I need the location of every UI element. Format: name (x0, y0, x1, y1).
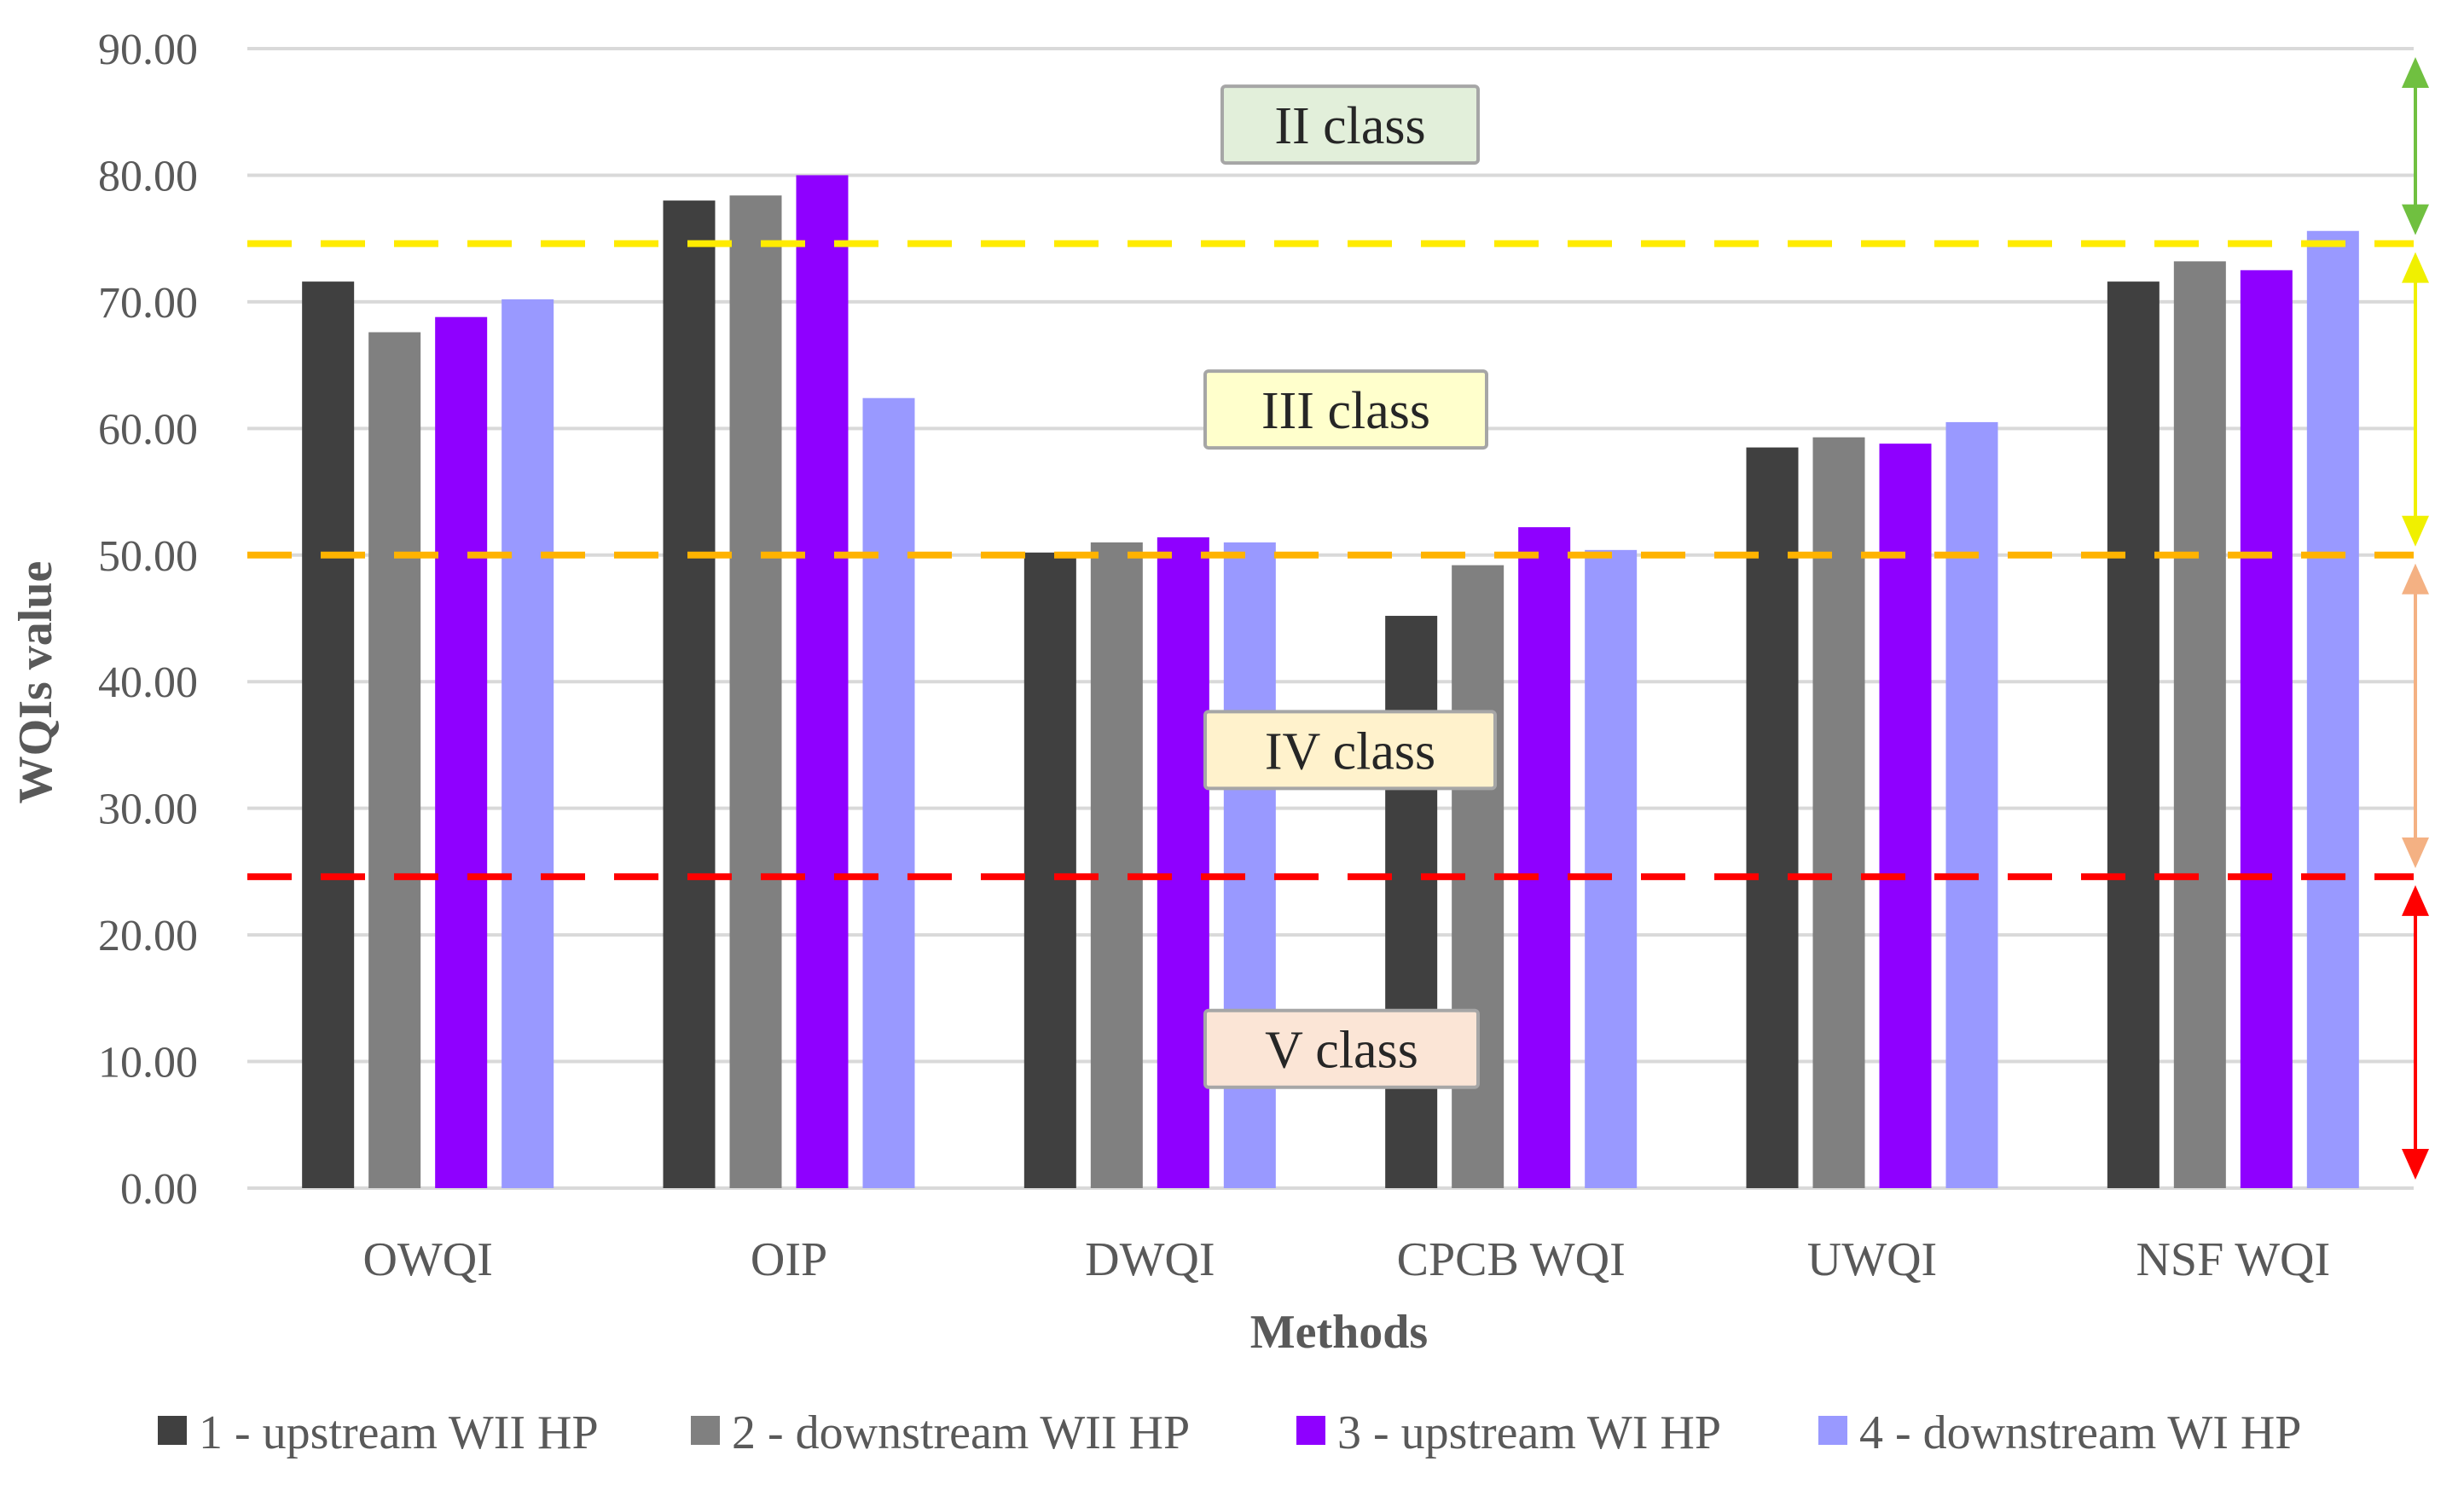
x-tick-label: UWQI (1807, 1233, 1937, 1286)
class-label-text: III class (1261, 382, 1430, 440)
class-labels: II class III class IV class V class (1203, 84, 1497, 1089)
bar (1385, 616, 1438, 1188)
bar (1945, 421, 1998, 1188)
x-tick-label: CPCB WQI (1397, 1233, 1626, 1286)
y-tick-label: 30.00 (98, 786, 198, 834)
y-tick-label: 80.00 (98, 152, 198, 200)
legend-item: 1 - upstream WII HP (158, 1406, 599, 1459)
bar (1746, 447, 1799, 1188)
y-tick-label: 10.00 (98, 1039, 198, 1087)
bar (2107, 281, 2160, 1188)
bar (729, 195, 782, 1188)
gridlines (247, 47, 2414, 1190)
y-axis-title: WQIs value (9, 561, 62, 804)
arrow-head-down (2402, 515, 2429, 547)
bar (862, 397, 915, 1188)
class-label-text: V class (1265, 1022, 1418, 1080)
class-arrows (2402, 57, 2429, 1180)
arrow-head-up (2402, 57, 2429, 88)
y-tick-label: 70.00 (98, 279, 198, 328)
arrow-head-down (2402, 1149, 2429, 1180)
x-tick-label: OWQI (362, 1233, 492, 1286)
class-label-text: IV class (1265, 722, 1435, 780)
x-tick-label: DWQI (1085, 1233, 1215, 1286)
legend-item: 2 - downstream WII HP (691, 1406, 1190, 1459)
y-axis: 0.00 10.00 20.00 30.00 40.00 50.00 60.00 70.00 8… (98, 26, 198, 1214)
class-label-background (1203, 369, 1488, 450)
y-tick-label: 60.00 (98, 405, 198, 454)
bar (2240, 270, 2293, 1188)
legend-label: 1 - upstream WII HP (199, 1406, 599, 1459)
legend: 1 - upstream WII HP 2 - downstream WII HP… (158, 1406, 2301, 1459)
class-label-background (1220, 84, 1480, 165)
legend-label: 3 - upstream WI HP (1337, 1406, 1721, 1459)
legend-swatch (1296, 1416, 1325, 1445)
legend-label: 2 - downstream WII HP (732, 1406, 1190, 1459)
legend-item: 4 - downstream WI HP (1818, 1406, 2301, 1459)
class-label-box: IV class (1203, 710, 1497, 791)
bar (1157, 536, 1209, 1188)
bar (1023, 552, 1076, 1188)
legend-item: 3 - upstream WI HP (1296, 1406, 1721, 1459)
legend-label: 4 - downstream WI HP (1859, 1406, 2301, 1459)
class-arrow (2402, 563, 2429, 868)
bar (796, 175, 849, 1188)
bar (435, 316, 488, 1188)
legend-swatch (1818, 1416, 1847, 1445)
bar (1812, 437, 1865, 1188)
y-tick-label: 20.00 (98, 912, 198, 960)
legend-swatch (691, 1416, 720, 1445)
bar (1518, 527, 1571, 1188)
bar (1223, 542, 1276, 1188)
x-tick-label: NSF WQI (2136, 1233, 2330, 1286)
bar (1879, 444, 1932, 1188)
bar (501, 299, 554, 1188)
class-arrow (2402, 884, 2429, 1180)
y-tick-label: 40.00 (98, 658, 198, 707)
arrow-head-up (2402, 563, 2429, 594)
class-arrow (2402, 252, 2429, 547)
bar (2306, 230, 2359, 1188)
arrow-head-down (2402, 204, 2429, 235)
x-tick-label: OIP (751, 1233, 827, 1286)
y-tick-label: 90.00 (98, 26, 198, 74)
bar (302, 281, 355, 1188)
bar (1090, 542, 1143, 1188)
bar (2173, 261, 2226, 1188)
class-label-text: II class (1274, 97, 1425, 155)
class-label-background (1203, 710, 1497, 791)
arrow-head-up (2402, 252, 2429, 283)
class-label-box: III class (1203, 369, 1488, 450)
x-axis-title: Methods (1250, 1306, 1428, 1359)
x-axis: OWQI OIP DWQI CPCB WQI UWQI NSF WQI (362, 1233, 2330, 1286)
bar (663, 200, 716, 1189)
bar (1585, 549, 1638, 1188)
class-label-box: II class (1220, 84, 1480, 165)
class-arrow (2402, 57, 2429, 235)
class-label-background (1203, 1008, 1480, 1089)
arrow-head-up (2402, 884, 2429, 916)
class-label-box: V class (1203, 1008, 1480, 1089)
y-tick-label: 0.00 (120, 1165, 198, 1214)
bar (368, 332, 421, 1188)
y-tick-label: 50.00 (98, 532, 198, 581)
arrow-head-down (2402, 837, 2429, 868)
bar-group (302, 175, 2359, 1189)
legend-swatch (158, 1416, 187, 1445)
